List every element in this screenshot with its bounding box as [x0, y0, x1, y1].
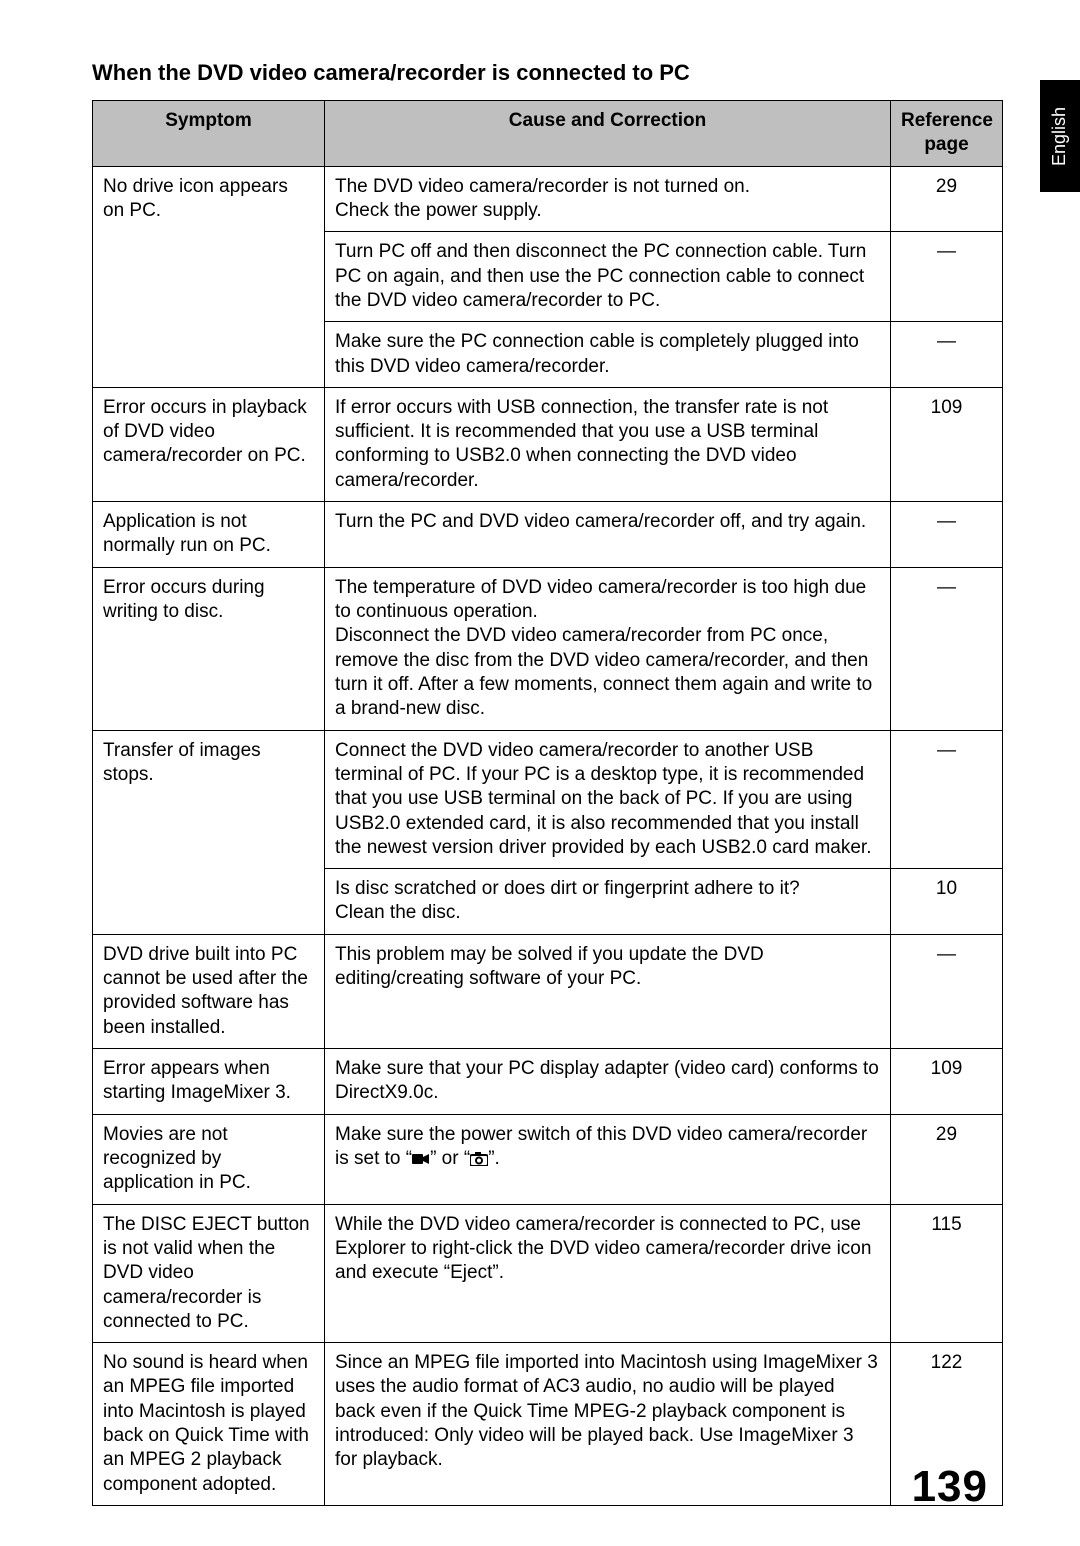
- symptom-cell: Error occurs during writing to disc.: [93, 567, 325, 730]
- cause-cell: Is disc scratched or does dirt or finger…: [325, 869, 891, 935]
- page-number: 139: [912, 1462, 988, 1512]
- symptom-cell: Movies are not recognized by application…: [93, 1114, 325, 1204]
- symptom-cell: Transfer of images stops.: [93, 730, 325, 934]
- reference-cell: 115: [891, 1204, 1003, 1343]
- reference-cell: 109: [891, 1049, 1003, 1115]
- section-title: When the DVD video camera/recorder is co…: [92, 60, 988, 86]
- table-row: The DISC EJECT button is not valid when …: [93, 1204, 1003, 1343]
- table-row: No sound is heard when an MPEG file impo…: [93, 1343, 1003, 1506]
- table-row: DVD drive built into PC cannot be used a…: [93, 934, 1003, 1048]
- cause-cell: The temperature of DVD video camera/reco…: [325, 567, 891, 730]
- table-row: Transfer of images stops.Connect the DVD…: [93, 730, 1003, 869]
- table-body: No drive icon appears on PC.The DVD vide…: [93, 166, 1003, 1505]
- reference-cell: 109: [891, 387, 1003, 501]
- reference-cell: 10: [891, 869, 1003, 935]
- reference-cell: —: [891, 232, 1003, 322]
- reference-cell: 29: [891, 166, 1003, 232]
- cause-cell: Connect the DVD video camera/recorder to…: [325, 730, 891, 869]
- reference-cell: —: [891, 934, 1003, 1048]
- cause-cell: The DVD video camera/recorder is not tur…: [325, 166, 891, 232]
- cause-cell: While the DVD video camera/recorder is c…: [325, 1204, 891, 1343]
- symptom-cell: No drive icon appears on PC.: [93, 166, 325, 387]
- table-row: Application is not normally run on PC.Tu…: [93, 502, 1003, 568]
- reference-cell: —: [891, 730, 1003, 869]
- cause-text: ” or “: [430, 1148, 470, 1169]
- reference-cell: —: [891, 322, 1003, 388]
- symptom-cell: DVD drive built into PC cannot be used a…: [93, 934, 325, 1048]
- symptom-cell: Application is not normally run on PC.: [93, 502, 325, 568]
- cause-cell: Turn PC off and then disconnect the PC c…: [325, 232, 891, 322]
- troubleshooting-table: Symptom Cause and Correction Reference p…: [92, 100, 1003, 1506]
- language-tab-label: English: [1050, 106, 1071, 165]
- cause-cell: If error occurs with USB connection, the…: [325, 387, 891, 501]
- cause-cell: Make sure the power switch of this DVD v…: [325, 1114, 891, 1204]
- cause-cell: Make sure that your PC display adapter (…: [325, 1049, 891, 1115]
- table-row: Error occurs in playback of DVD video ca…: [93, 387, 1003, 501]
- reference-cell: 29: [891, 1114, 1003, 1204]
- col-header-cause: Cause and Correction: [325, 101, 891, 167]
- table-row: Error appears when starting ImageMixer 3…: [93, 1049, 1003, 1115]
- symptom-cell: Error occurs in playback of DVD video ca…: [93, 387, 325, 501]
- cause-cell: Turn the PC and DVD video camera/recorde…: [325, 502, 891, 568]
- col-header-reference: Reference page: [891, 101, 1003, 167]
- symptom-cell: Error appears when starting ImageMixer 3…: [93, 1049, 325, 1115]
- photo-mode-icon: [470, 1152, 488, 1166]
- reference-cell: —: [891, 502, 1003, 568]
- cause-cell: This problem may be solved if you update…: [325, 934, 891, 1048]
- cause-cell: Make sure the PC connection cable is com…: [325, 322, 891, 388]
- video-mode-icon: [412, 1152, 430, 1166]
- col-header-symptom: Symptom: [93, 101, 325, 167]
- reference-cell: —: [891, 567, 1003, 730]
- symptom-cell: No sound is heard when an MPEG file impo…: [93, 1343, 325, 1506]
- table-row: Movies are not recognized by application…: [93, 1114, 1003, 1204]
- cause-cell: Since an MPEG file imported into Macinto…: [325, 1343, 891, 1506]
- language-tab: English: [1040, 80, 1080, 192]
- manual-page: English When the DVD video camera/record…: [0, 0, 1080, 1546]
- symptom-cell: The DISC EJECT button is not valid when …: [93, 1204, 325, 1343]
- table-row: No drive icon appears on PC.The DVD vide…: [93, 166, 1003, 232]
- table-header-row: Symptom Cause and Correction Reference p…: [93, 101, 1003, 167]
- cause-text: ”.: [488, 1148, 500, 1169]
- table-row: Error occurs during writing to disc.The …: [93, 567, 1003, 730]
